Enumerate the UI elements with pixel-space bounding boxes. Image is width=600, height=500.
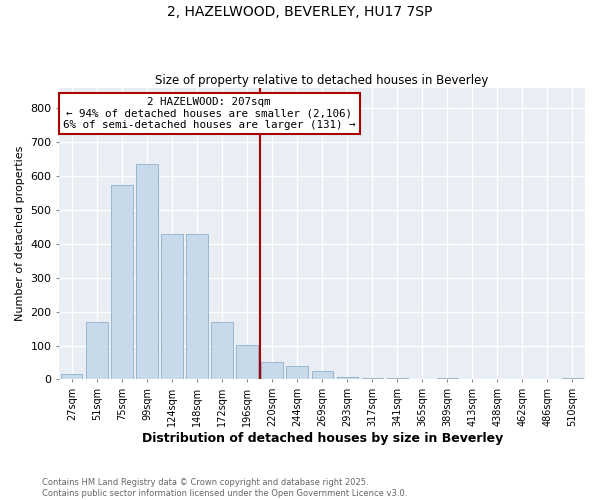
Bar bbox=[386, 378, 408, 380]
Bar bbox=[562, 378, 583, 380]
Bar bbox=[111, 184, 133, 380]
Bar bbox=[337, 376, 358, 380]
Bar bbox=[187, 234, 208, 380]
Bar bbox=[362, 378, 383, 380]
Bar bbox=[211, 322, 233, 380]
Bar bbox=[462, 379, 483, 380]
Bar bbox=[86, 322, 107, 380]
Bar bbox=[262, 362, 283, 380]
Bar bbox=[412, 379, 433, 380]
X-axis label: Distribution of detached houses by size in Beverley: Distribution of detached houses by size … bbox=[142, 432, 503, 445]
Bar bbox=[286, 366, 308, 380]
Text: 2, HAZELWOOD, BEVERLEY, HU17 7SP: 2, HAZELWOOD, BEVERLEY, HU17 7SP bbox=[167, 5, 433, 19]
Bar bbox=[236, 344, 258, 380]
Bar bbox=[311, 371, 333, 380]
Bar bbox=[61, 374, 82, 380]
Bar bbox=[161, 234, 182, 380]
Bar bbox=[437, 378, 458, 380]
Title: Size of property relative to detached houses in Beverley: Size of property relative to detached ho… bbox=[155, 74, 489, 87]
Text: Contains HM Land Registry data © Crown copyright and database right 2025.
Contai: Contains HM Land Registry data © Crown c… bbox=[42, 478, 407, 498]
Y-axis label: Number of detached properties: Number of detached properties bbox=[15, 146, 25, 322]
Text: 2 HAZELWOOD: 207sqm
← 94% of detached houses are smaller (2,106)
6% of semi-deta: 2 HAZELWOOD: 207sqm ← 94% of detached ho… bbox=[63, 97, 355, 130]
Bar bbox=[136, 164, 158, 380]
